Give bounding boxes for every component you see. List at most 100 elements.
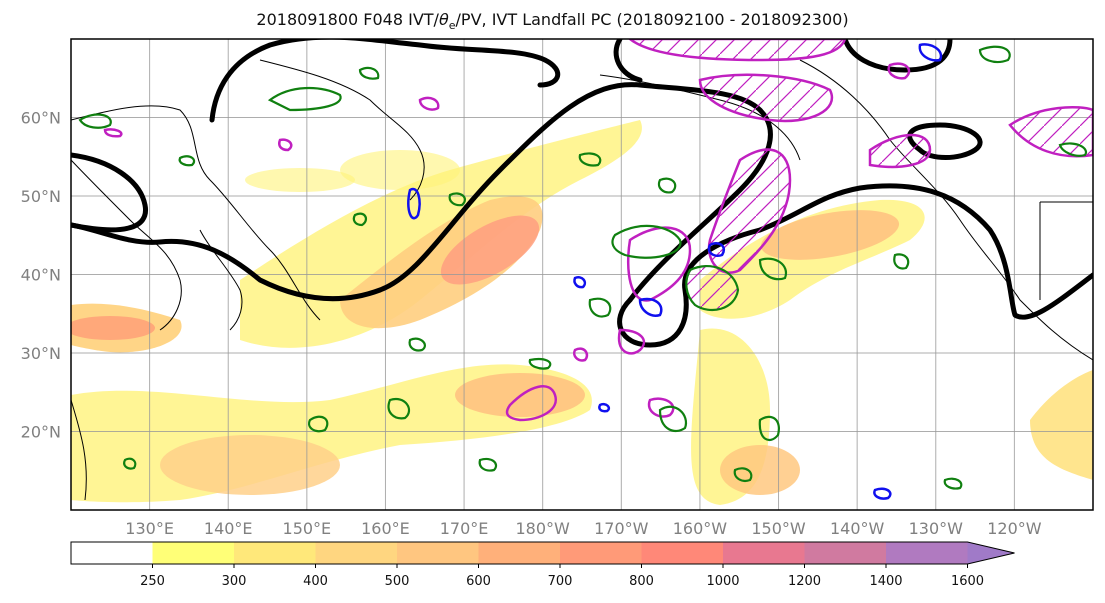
longitude-label: 170°E: [440, 519, 489, 538]
pv-contour: [698, 73, 834, 123]
border-line: [1039, 201, 1093, 300]
green-contour: [358, 66, 380, 80]
asia-coastline: [71, 105, 321, 321]
ivt-region: [1030, 370, 1093, 480]
green-contour: [528, 358, 552, 370]
latitude-label: 50°N: [21, 187, 61, 206]
green-contour: [478, 457, 498, 472]
pv-blue-contour: [573, 276, 587, 289]
pv-blue-contour: [407, 187, 421, 220]
latitude-label: 60°N: [21, 109, 61, 128]
pv-contour: [418, 96, 440, 111]
colorbar-tick-label: 1000: [706, 574, 739, 589]
latitude-labels: 60°N 50°N 40°N 30°N 20°N: [21, 109, 61, 442]
pv-blue-contours: [407, 43, 943, 500]
green-contour: [78, 113, 112, 129]
colorbar-tick-label: 600: [466, 574, 491, 589]
thetae-contour: [842, 39, 953, 73]
longitude-labels: 130°E 140°E 150°E 160°E 170°E 180°W 170°W 160°W…: [125, 519, 1041, 538]
longitude-label: 160°E: [361, 519, 410, 538]
longitude-label: 150°E: [283, 519, 332, 538]
longitude-label: 160°W: [673, 519, 728, 538]
green-contour: [267, 86, 342, 112]
map-content: [71, 39, 1093, 510]
ivt-region: [245, 168, 355, 192]
green-contour: [978, 45, 1011, 64]
pv-contour: [573, 347, 589, 362]
colorbar-tick-label: 300: [222, 574, 247, 589]
green-contour: [352, 212, 368, 227]
green-contour: [657, 177, 677, 194]
ivt-region: [160, 435, 340, 495]
ivt-shading: [71, 120, 1093, 505]
longitude-label: 140°E: [204, 519, 253, 538]
colorbar-tick-label: 500: [385, 574, 410, 589]
pv-contour: [617, 328, 646, 355]
colorbar-segment: [315, 542, 398, 564]
green-contour: [758, 257, 788, 281]
colorbar-tick-label: 800: [629, 574, 654, 589]
colorbar-segment: [478, 542, 561, 564]
colorbar-segment: [723, 542, 805, 564]
green-contour: [658, 405, 688, 433]
colorbar-segment: [804, 542, 887, 564]
green-contour: [178, 155, 196, 167]
green-contour: [758, 415, 780, 442]
green-contour: [588, 297, 612, 318]
thetae-contour: [617, 183, 1093, 348]
longitude-label: 170°W: [594, 519, 649, 538]
colorbar-segment: [886, 542, 968, 564]
green-contour: [308, 415, 329, 433]
colorbar-segment: [152, 542, 235, 564]
longitude-label: 130°W: [909, 519, 964, 538]
colorbar-tick-label: 1600: [951, 574, 984, 589]
pv-contour: [103, 128, 123, 138]
ivt-region: [720, 445, 800, 495]
longitude-label: 140°W: [830, 519, 885, 538]
green-contours: [78, 45, 1088, 490]
pv-contour: [505, 385, 557, 422]
colorbar-segment: [234, 542, 316, 564]
green-contour: [387, 397, 411, 420]
pv-contour: [868, 133, 932, 169]
pv-blue-contour: [918, 43, 943, 62]
longitude-label: 120°W: [987, 519, 1042, 538]
pv-contour: [647, 397, 675, 418]
green-contour: [1058, 142, 1088, 157]
green-contour: [611, 224, 682, 259]
colorbar-tick-label: 1400: [869, 574, 902, 589]
longitude-label: 180°W: [516, 519, 571, 538]
ivt-region: [71, 316, 155, 340]
latitude-label: 40°N: [21, 266, 61, 285]
green-contour: [685, 265, 740, 312]
colorbar-tick-label: 1200: [788, 574, 821, 589]
colorbar-segment: [397, 542, 479, 564]
green-contour: [123, 457, 137, 470]
thetae-contour: [907, 122, 983, 160]
thetae-contour: [209, 39, 560, 123]
pv-contour: [887, 62, 911, 80]
colorbar: 250 300 400 500 600 700 800 1000 1200 1400 1600: [70, 541, 1015, 589]
colorbar-segment: [71, 542, 153, 564]
pv-blue-contour: [707, 241, 726, 257]
chart-title: 2018091800 F048 IVT/θe/PV, IVT Landfall …: [256, 10, 849, 33]
pv-blue-contour: [598, 403, 611, 413]
green-contour: [943, 477, 963, 490]
colorbar-segment: [560, 542, 642, 564]
colorbar-tick-label: 250: [140, 574, 165, 589]
latitude-label: 20°N: [21, 423, 61, 442]
colorbar-tick-label: 700: [548, 574, 573, 589]
kamchatka-coastline: [259, 59, 425, 201]
colorbar-tick-label: 400: [303, 574, 328, 589]
latitude-label: 30°N: [21, 344, 61, 363]
thetae-contour: [613, 39, 643, 83]
ivt-region: [340, 150, 460, 190]
green-contour: [733, 467, 753, 482]
pv-contour: [626, 226, 692, 302]
pv-contour: [707, 148, 792, 274]
longitude-label: 150°W: [751, 519, 806, 538]
green-contour: [408, 337, 426, 352]
lat-lon-grid: [71, 39, 1093, 510]
ivt-region: [440, 215, 540, 285]
